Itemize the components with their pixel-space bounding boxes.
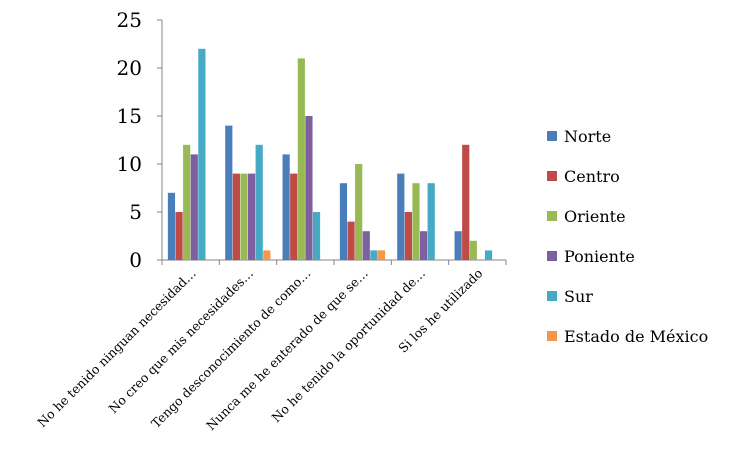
bar-norte [167,192,176,260]
bar-norte [339,183,348,260]
bar-poniente [420,231,428,260]
y-tick-label: 0 [129,248,142,272]
bar-centro [175,212,183,260]
y-tick-label: 20 [117,56,142,80]
bar-norte [397,173,405,260]
legend-label: Sur [564,287,593,306]
bar-norte [282,154,290,260]
legend-label: Oriente [564,207,626,226]
legend-label: Estado de México [564,327,708,346]
bar-sur [198,48,206,260]
bar-sur [370,250,378,260]
bar-norte [454,231,462,260]
bar-sur [312,212,321,260]
bar-oriente [469,240,477,260]
bar-centro [347,221,355,260]
bar-sur [255,144,263,260]
bar-sur [427,183,435,260]
bar-poniente [362,231,370,260]
legend-swatch [547,211,557,221]
bar-oriente [297,58,305,261]
y-tick-label: 25 [117,8,142,32]
legend-swatch [547,331,557,341]
legend-label: Poniente [564,247,635,266]
legend-label: Centro [564,167,620,186]
bar-norte [225,125,233,260]
bar-oriente [240,173,248,260]
bar-centro [462,144,470,260]
bar-oriente [355,164,363,260]
legend-swatch [547,131,557,141]
bar-poniente [190,154,198,260]
legend-swatch [547,251,557,261]
bar-estado-de-m-xico [377,250,386,260]
legend: Norte Centro Oriente Poniente Sur Estado de M… [547,127,708,346]
bar-oriente [183,144,191,260]
legend-swatch [547,291,557,301]
legend-label: Norte [564,127,611,146]
y-tick-label: 15 [117,104,142,128]
bar-centro [232,173,240,260]
bar-centro [404,212,412,260]
bar-poniente [305,116,313,260]
bar-sur [484,250,493,260]
bar-estado-de-m-xico [263,250,271,260]
y-tick-label: 5 [129,200,142,224]
bar-poniente [248,173,256,260]
legend-swatch [547,171,557,181]
bar-centro [290,173,298,260]
bar-oriente [412,183,420,260]
y-tick-label: 10 [117,152,142,176]
